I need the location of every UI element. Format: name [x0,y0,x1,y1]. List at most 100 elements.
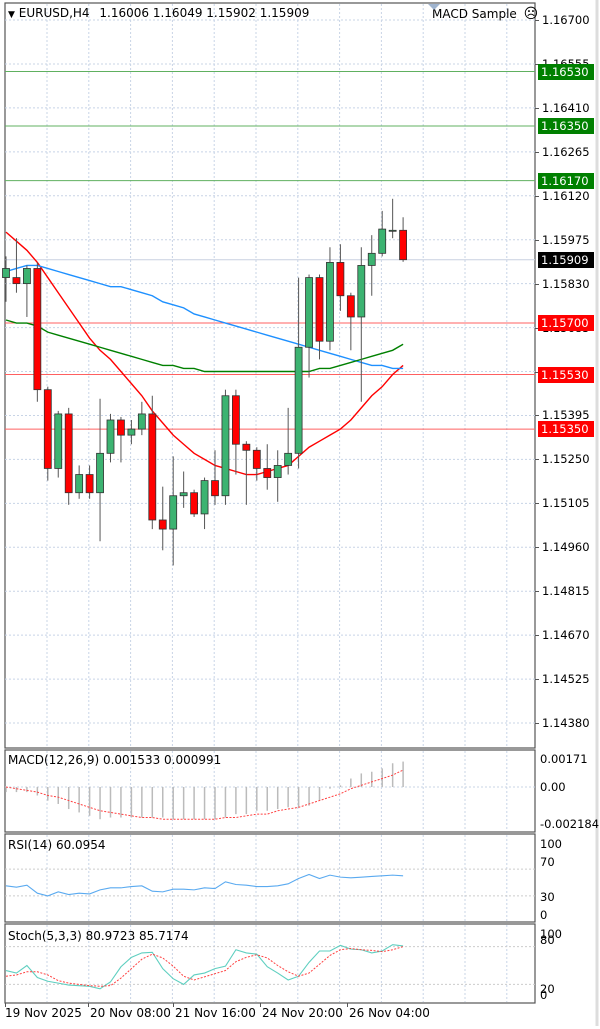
time-tick-mark [260,1003,261,1007]
candle-body [148,413,157,521]
stoch-axis-label: 20 [540,982,555,996]
macd-axis-label: 0.00 [540,780,566,794]
candle-body [64,413,73,494]
candle-body [242,443,251,451]
moving-average-line [5,231,404,476]
price-tick-mark [535,195,539,197]
level-price-tag: 1.15530 [538,366,594,383]
level-price-tag: 1.16350 [538,118,594,135]
price-tick-mark [535,503,539,505]
candle-body [357,265,366,318]
price-tick-mark [535,151,539,153]
price-tick-mark [535,459,539,461]
candle-body [22,268,31,285]
price-tick-mark [535,723,539,724]
ohlc-values: 1.16006 1.16049 1.15902 1.15909 [99,6,310,20]
candle-body [43,389,52,469]
rsi-axis-label: 0 [540,908,548,922]
candle-body [263,468,272,478]
time-tick-mark [173,1003,174,1007]
expert-name: MACD Sample [432,7,517,21]
price-tick-label: 1.14670 [542,628,590,643]
price-tick-mark [535,547,539,549]
time-axis-label: 20 Nov 08:00 [90,1006,171,1020]
price-tick-mark [535,679,539,681]
candle-body [231,395,240,445]
price-tick-mark [535,107,539,109]
candle-body [273,465,282,478]
sad-face-icon: ☹ [523,6,539,22]
time-axis-label: 26 Nov 04:00 [349,1006,430,1020]
candle-body [326,262,334,342]
time-axis-label: 21 Nov 16:00 [175,1006,256,1020]
level-price-tag: 1.16170 [538,172,594,189]
current-price-tag: 1.15909 [538,251,594,268]
macd-label: MACD(12,26,9) 0.001533 0.000991 [8,753,222,767]
candle-body [315,277,324,342]
price-tick-mark [535,635,539,637]
panel-frame [4,749,536,833]
price-tick-mark [535,415,539,417]
candle-body [54,413,63,469]
panel-frame [4,833,536,923]
price-tick-label: 1.14815 [542,584,590,599]
price-tick-label: 1.15250 [542,452,590,467]
candle-body [284,452,293,466]
price-tick-label: 1.16265 [542,144,590,159]
stoch-label: Stoch(5,3,3) 80.9723 85.7174 [8,929,189,943]
candle-body [169,495,178,530]
candle-body [305,277,313,348]
stoch-main-line [5,944,404,990]
time-axis-label: 24 Nov 20:00 [262,1006,343,1020]
candle-body [399,229,408,261]
price-tick-mark [535,327,539,329]
price-tick-label: 1.15395 [542,408,590,423]
macd-signal-line [5,769,404,820]
price-tick-label: 1.14525 [542,672,590,687]
price-tick-mark [535,20,539,21]
candle-body [388,229,397,232]
rsi-axis-label: 70 [540,855,555,869]
price-tick-label: 1.15105 [542,496,590,511]
moving-average-line [5,319,404,373]
level-price-tag: 1.16530 [538,63,594,80]
time-tick-mark [88,1003,89,1007]
price-tick-mark [535,283,539,285]
candle-body [106,419,115,454]
price-tick-label: 1.14380 [542,716,590,730]
panel-frame [4,2,536,749]
expert-advisor-indicator[interactable]: MACD Sample ☹ [432,6,538,22]
candle-body [221,395,230,497]
stoch-axis-label: 100 [540,927,562,941]
moving-average-line [5,264,404,370]
candle-body [367,252,376,266]
macd-axis-label: -0.002184 [540,817,600,831]
collapse-triangle-icon[interactable]: ▼ [8,10,15,20]
candle-body [85,474,94,494]
rsi-axis-label: 30 [540,890,555,904]
time-tick-mark [347,1003,348,1007]
candle-body [33,268,42,391]
price-tick-label: 1.16410 [542,100,590,115]
symbol-label: EURUSD,H4 [18,6,90,20]
candle-body [346,295,355,318]
price-tick-label: 1.15975 [542,232,590,247]
autoscroll-marker-icon[interactable] [428,4,440,10]
candle-body [75,474,84,494]
candle-body [179,492,188,497]
time-tick-mark [5,1003,6,1007]
candle-body [2,268,10,278]
stoch-axis-label: 0 [540,988,548,1002]
rsi-line [5,873,404,897]
stoch-signal-line [5,946,404,987]
rsi-label: RSI(14) 60.0954 [8,838,106,852]
candle-body [211,480,219,497]
price-tick-mark [535,63,539,65]
candle-body [137,413,146,430]
price-tick-mark [535,591,539,593]
price-tick-label: 1.16700 [542,13,590,27]
level-price-tag: 1.15350 [538,421,594,438]
stoch-axis-label: 80 [540,933,555,947]
